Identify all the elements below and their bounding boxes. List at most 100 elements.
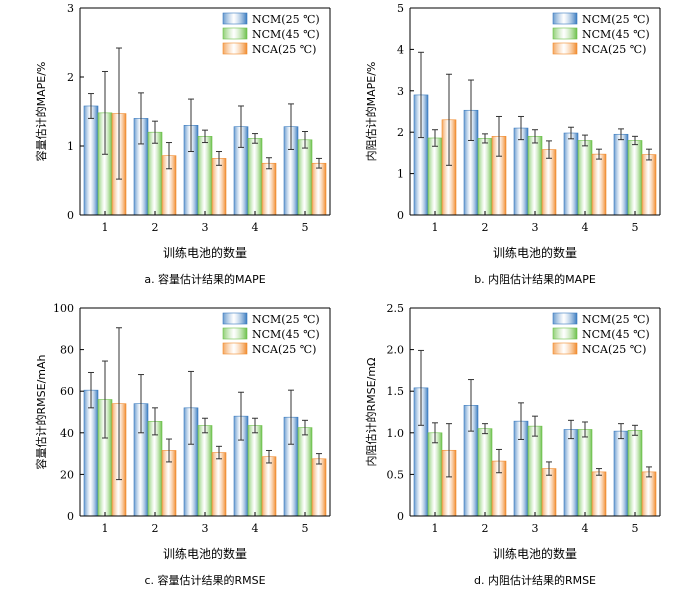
bar	[297, 139, 313, 216]
legend-label: NCA(25 ℃)	[582, 343, 646, 356]
legend-swatch	[552, 27, 578, 40]
bar	[147, 421, 163, 517]
legend-label: NCM(25 ℃)	[582, 313, 650, 326]
bar	[427, 137, 443, 216]
y-tick-label: 0	[397, 209, 404, 222]
bar	[627, 140, 643, 216]
bar	[527, 136, 543, 216]
legend-swatch	[552, 342, 578, 355]
bar	[297, 427, 313, 517]
chart-panel-2: 0 1 2 3 4 5 1 2 3 4 5 训练电池的数量 内阻估计的MAPE/% NCM(25 ℃) NC…	[364, 2, 661, 286]
bar	[83, 389, 99, 517]
legend-swatch	[552, 42, 578, 55]
legend-swatch	[222, 312, 248, 325]
bar	[147, 131, 163, 216]
y-tick-label: 60	[60, 385, 74, 398]
x-tick-label: 3	[202, 221, 209, 234]
bar	[197, 425, 213, 517]
bar	[563, 429, 579, 517]
legend-swatch	[222, 12, 248, 25]
y-tick-label: 40	[60, 427, 74, 440]
x-tick-label: 2	[152, 221, 159, 234]
y-tick-label: 1	[397, 168, 404, 181]
legend-label: NCM(25 ℃)	[252, 313, 320, 326]
bar	[477, 138, 493, 216]
bar	[613, 133, 629, 216]
x-axis-label: 训练电池的数量	[493, 546, 577, 561]
y-axis-label: 容量估计的MAPE/%	[34, 62, 48, 162]
legend-label: NCM(45 ℃)	[582, 328, 650, 341]
bar	[577, 140, 593, 216]
x-tick-label: 4	[582, 221, 589, 234]
bar	[641, 154, 657, 216]
y-tick-label: 1.0	[387, 427, 405, 440]
legend-swatch	[552, 312, 578, 325]
x-tick-label: 4	[252, 522, 259, 535]
x-tick-label: 3	[202, 522, 209, 535]
y-axis-label: 内阻估计的MAPE/%	[364, 62, 378, 162]
panel-caption: a. 容量估计结果的MAPE	[144, 272, 265, 286]
bar	[211, 452, 227, 517]
legend-swatch	[222, 42, 248, 55]
y-tick-label: 2.5	[387, 302, 405, 315]
x-tick-label: 5	[302, 522, 309, 535]
bar	[261, 162, 277, 216]
x-tick-label: 4	[252, 221, 259, 234]
chart-panel-1: 0 1 2 3 1 2 3 4 5 训练电池的数量 容量估计的MAPE/% NCM(25 ℃) NCM(…	[34, 2, 331, 286]
bar	[311, 162, 327, 216]
bar	[527, 425, 543, 517]
x-tick-label: 2	[482, 221, 489, 234]
bar	[247, 425, 263, 517]
y-axis-label: 容量估计的RMSE/mAh	[34, 354, 48, 469]
legend-label: NCM(45 ℃)	[252, 328, 320, 341]
panel-caption: d. 内阻估计结果的RMSE	[474, 573, 596, 587]
legend-label: NCA(25 ℃)	[252, 43, 316, 56]
y-tick-label: 2	[397, 126, 404, 139]
x-tick-label: 2	[152, 522, 159, 535]
bar	[541, 149, 557, 216]
y-tick-label: 1.5	[387, 385, 405, 398]
y-tick-label: 0	[67, 209, 74, 222]
legend-label: NCM(25 ℃)	[582, 13, 650, 26]
legend-label: NCA(25 ℃)	[582, 43, 646, 56]
y-tick-label: 5	[397, 2, 404, 15]
bar	[261, 456, 277, 517]
bar	[247, 138, 263, 216]
bar	[311, 458, 327, 517]
bar	[513, 127, 529, 216]
x-tick-label: 2	[482, 522, 489, 535]
y-tick-label: 1	[67, 140, 74, 153]
bar	[477, 428, 493, 517]
x-axis-label: 训练电池的数量	[493, 245, 577, 260]
y-tick-label: 20	[60, 468, 74, 481]
y-tick-label: 0.5	[387, 468, 405, 481]
bar	[641, 471, 657, 517]
chart-panel-3: 0 20 40 60 80 100 1 2 3 4 5 训练电池的数量 容量估计的RMSE/mAh NCM…	[34, 302, 331, 587]
x-tick-label: 5	[632, 221, 639, 234]
chart-panel-4: 0 0.5 1.0 1.5 2.0 2.5 1 2 3 4 5 训练电池的数量 内阻估计的RMSE/mΩ…	[364, 302, 661, 587]
x-tick-label: 5	[632, 522, 639, 535]
y-axis-label: 内阻估计的RMSE/mΩ	[364, 358, 378, 467]
legend-swatch	[222, 27, 248, 40]
x-tick-label: 1	[432, 221, 439, 234]
bar	[211, 158, 227, 216]
bar	[83, 105, 99, 216]
y-tick-label: 4	[397, 43, 404, 56]
x-tick-label: 3	[532, 221, 539, 234]
x-tick-label: 5	[302, 221, 309, 234]
x-tick-label: 1	[432, 522, 439, 535]
x-tick-label: 1	[102, 522, 109, 535]
panel-caption: b. 内阻估计结果的MAPE	[474, 272, 596, 286]
legend-swatch	[552, 327, 578, 340]
bar	[591, 471, 607, 517]
y-tick-label: 2.0	[387, 344, 405, 357]
y-tick-label: 2	[67, 71, 74, 84]
legend-label: NCM(25 ℃)	[252, 13, 320, 26]
legend-swatch	[222, 327, 248, 340]
x-tick-label: 1	[102, 221, 109, 234]
bar	[197, 136, 213, 216]
y-tick-label: 0	[397, 510, 404, 523]
x-axis-label: 训练电池的数量	[163, 546, 247, 561]
bar	[577, 429, 593, 517]
